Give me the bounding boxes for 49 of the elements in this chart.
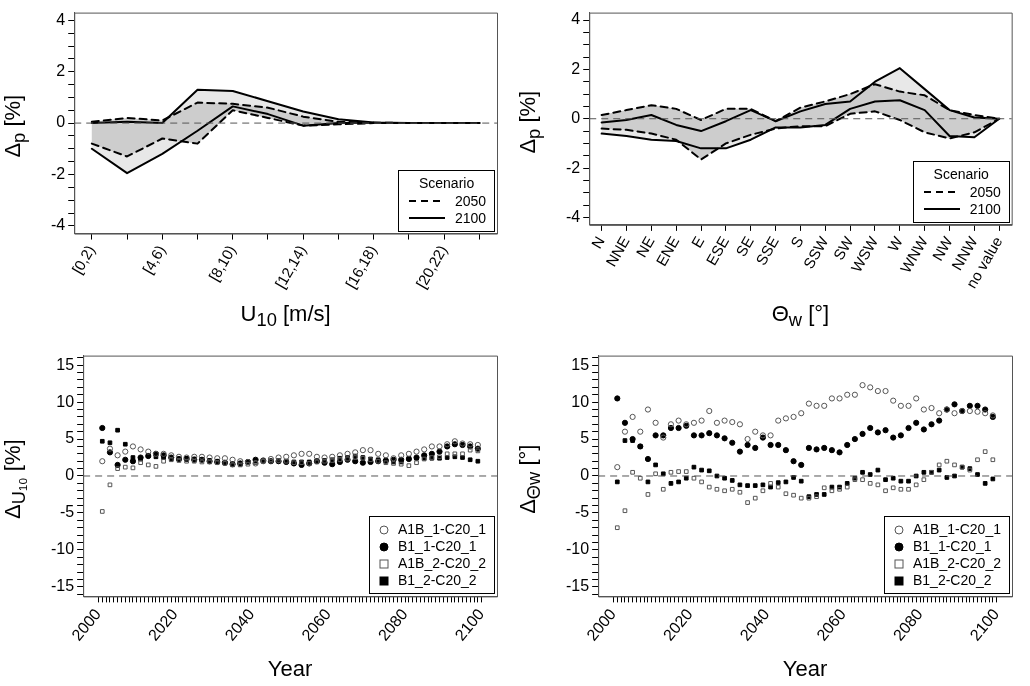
y-tick-label: -4 — [565, 207, 581, 225]
x-axis-title: Year — [781, 656, 829, 682]
legend-label: A1B_1-C20_1 — [913, 521, 1001, 539]
y-tick-label: 0 — [580, 466, 590, 484]
x-tick-label: N — [587, 233, 608, 252]
x-axis-title: Year — [266, 656, 314, 682]
y-tick-label: 15 — [56, 355, 75, 373]
legend-label: B1_1-C20_1 — [398, 538, 477, 556]
y-tick-label: 0 — [56, 113, 66, 131]
y-tick-label: 5 — [580, 429, 590, 447]
x-tick-label: S — [786, 233, 807, 251]
y-tick-label: 15 — [571, 355, 590, 373]
y-tick-label: -15 — [566, 577, 590, 595]
y-tick-label: 2 — [56, 62, 66, 80]
x-tick-label: SE — [732, 233, 757, 260]
legend-label: B1_1-C20_1 — [913, 538, 992, 556]
legend-label: 2050 — [455, 192, 487, 210]
x-axis-title: Θ$_{w}$ [°] — [770, 301, 831, 333]
y-tick-label: -10 — [566, 540, 590, 558]
legend-title: Scenario — [932, 165, 990, 182]
y-tick-label: -2 — [565, 158, 581, 176]
y-tick-label: 0 — [65, 466, 75, 484]
x-tick-label: SW — [829, 232, 857, 263]
y-tick-label: 5 — [65, 429, 75, 447]
y-tick-label: -4 — [50, 216, 66, 234]
y-tick-label: 0 — [571, 109, 581, 127]
legend-label: B1_2-C20_2 — [398, 572, 477, 590]
legend-label: A1B_2-C20_2 — [913, 555, 1001, 573]
legend-label: A1B_2-C20_2 — [398, 555, 486, 573]
y-tick-label: -2 — [50, 164, 66, 182]
x-tick-label: E — [687, 233, 708, 251]
legend-title: Scenario — [417, 174, 476, 191]
x-tick-label: NE — [632, 233, 658, 260]
y-tick-label: 4 — [571, 10, 581, 28]
legend-label: 2100 — [969, 200, 1001, 218]
legend-label: 2050 — [969, 183, 1001, 201]
y-tick-label: 2 — [571, 59, 581, 77]
y-tick-label: 10 — [571, 392, 590, 410]
y-tick-label: -5 — [59, 503, 75, 521]
y-tick-label: -10 — [51, 540, 75, 558]
y-tick-label: 4 — [56, 10, 66, 28]
legend-label: 2100 — [455, 209, 487, 227]
y-tick-label: 10 — [56, 392, 75, 410]
x-tick-label: W — [884, 232, 907, 255]
legend-label: A1B_1-C20_1 — [398, 521, 486, 539]
y-tick-label: -15 — [51, 577, 75, 595]
legend-label: B1_2-C20_2 — [913, 572, 992, 590]
y-tick-label: -5 — [574, 503, 590, 521]
x-axis-title: U$_{10}$ [m/s] — [239, 301, 332, 333]
